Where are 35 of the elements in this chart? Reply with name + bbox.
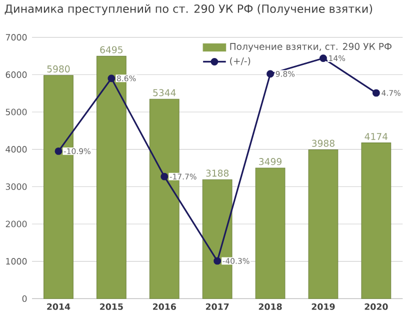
chart-title: Динамика преступлений по ст. 290 УК РФ (Получение взятки)	[4, 4, 372, 16]
x-tick-label: 2020	[364, 303, 388, 310]
x-tick-label: 2018	[258, 303, 282, 310]
point	[160, 172, 168, 180]
x-tick-label: 2019	[312, 303, 335, 310]
data-label: 5344	[153, 89, 176, 96]
x-tick-label: 2017	[206, 303, 229, 310]
data-label: 3988	[312, 140, 334, 147]
y-tick-label: 5000	[6, 108, 27, 116]
point	[214, 257, 222, 265]
x-tick-label: 2015	[100, 303, 123, 310]
y-tick-label: 3000	[6, 183, 27, 190]
data-label: 4174	[364, 133, 388, 140]
y-tick-label: 4000	[6, 146, 27, 153]
y-tick-label: 6000	[6, 71, 27, 78]
point	[266, 70, 274, 78]
y-tick-label: 2000	[6, 220, 27, 228]
point	[320, 54, 327, 62]
legend-label: Получение взятки, ст. 290 УК РФ	[230, 42, 392, 52]
point	[54, 147, 62, 155]
point	[108, 74, 116, 82]
point	[372, 89, 380, 97]
data-label: 5980	[47, 65, 70, 72]
y-tick-label: 1000	[6, 258, 27, 265]
data-label: 3499	[259, 158, 282, 166]
legend-label: (+/-)	[230, 57, 250, 66]
data-label: 6495	[100, 46, 122, 54]
data-label: 3188	[206, 170, 229, 177]
y-tick-label: 7000	[6, 34, 27, 41]
y-tick-label: 0	[22, 295, 27, 302]
bar	[361, 142, 392, 299]
bar	[255, 168, 286, 299]
x-tick-label: 2016	[153, 303, 176, 310]
bar	[308, 150, 338, 299]
x-tick-label: 2014	[47, 303, 70, 310]
